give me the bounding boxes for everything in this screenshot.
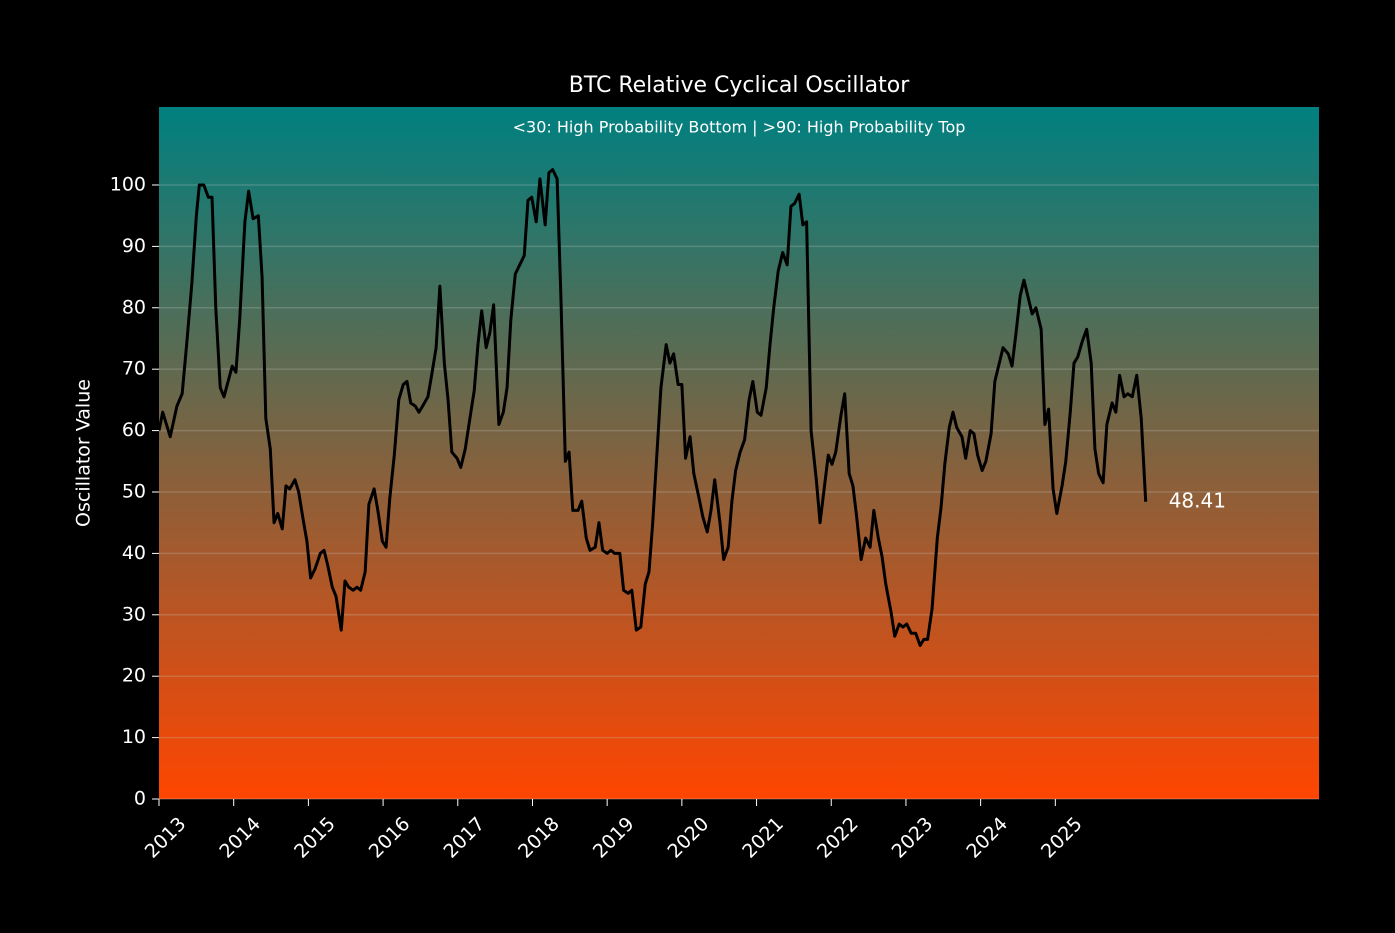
y-tick-label: 60: [122, 419, 146, 441]
y-tick-label: 100: [110, 173, 146, 195]
chart-subtitle: <30: High Probability Bottom | >90: High…: [513, 118, 966, 137]
y-tick-label: 20: [122, 665, 146, 687]
chart-title: BTC Relative Cyclical Oscillator: [569, 73, 910, 98]
last-value-label: 48.41: [1169, 488, 1226, 512]
y-axis-label: Oscillator Value: [73, 379, 95, 527]
y-tick-label: 30: [122, 603, 146, 625]
oscillator-line: [157, 168, 1148, 647]
y-tick-label: 70: [122, 358, 146, 380]
y-tick-label: 50: [122, 480, 146, 502]
y-tick-label: 10: [122, 726, 146, 748]
y-tick-label: 80: [122, 296, 146, 318]
y-tick-label: 40: [122, 542, 146, 564]
y-tick-label: 0: [134, 788, 146, 810]
y-tick-label: 90: [122, 235, 146, 257]
